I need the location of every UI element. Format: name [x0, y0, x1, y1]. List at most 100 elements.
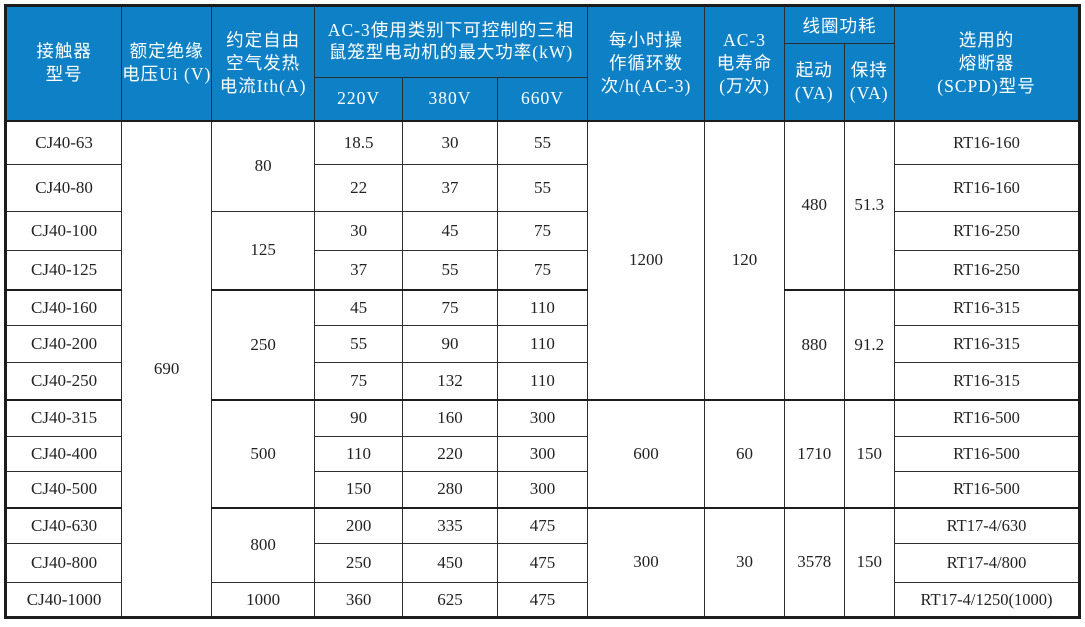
fuse-cell: RT17-4/1250(1000): [894, 582, 1080, 618]
power-380-cell: 132: [402, 362, 498, 400]
power-660-cell: 300: [496, 471, 588, 508]
model-cell: CJ40-200: [4, 325, 123, 363]
table-row: CJ40-400 110 220 300 RT16-500: [4, 436, 1080, 472]
header-electrical-life-line: (万次): [719, 75, 770, 96]
power-220-cell: 18.5: [314, 119, 404, 165]
header-kw-group-line: 鼠笼型电动机的最大功率(kW): [328, 42, 574, 62]
ith-cell: 500: [211, 398, 316, 508]
header-fuse-line: 选用的: [958, 29, 1015, 50]
header-kw-group-line: AC-3使用类别下可控制的三相: [327, 20, 575, 41]
coil-start-cell: 3578: [783, 506, 845, 618]
power-220-cell: 200: [314, 506, 404, 544]
power-660-cell: 110: [496, 325, 588, 363]
table-row: CJ40-500 150 280 300 RT16-500: [4, 471, 1080, 508]
cycles-cell: 600: [586, 398, 706, 508]
power-220-cell: 22: [314, 164, 404, 212]
header-cycles-line: 作循环数: [609, 52, 684, 73]
coil-hold-cell: 51.3: [843, 119, 896, 290]
fuse-cell: RT16-500: [894, 398, 1080, 437]
header-cycles-line: 次/h(AC-3): [600, 75, 692, 96]
cycles-cell: 1200: [586, 119, 706, 400]
coil-start-cell: 1710: [783, 398, 845, 508]
power-380-cell: 335: [402, 506, 498, 544]
header-220v: 220V: [314, 77, 404, 121]
voltage-cell: 690: [121, 119, 213, 618]
power-660-cell: 55: [496, 164, 588, 212]
table-row: CJ40-315 500 90 160 300 600 60 1710 150 …: [4, 398, 1080, 508]
power-380-cell: 160: [402, 398, 498, 437]
fuse-cell: RT16-315: [894, 362, 1080, 400]
power-220-cell: 360: [314, 582, 404, 618]
table-row: CJ40-250 75 132 110 RT16-315: [4, 362, 1080, 400]
fuse-cell: RT16-500: [894, 436, 1080, 472]
life-cell: 120: [704, 119, 785, 400]
table-row: CJ40-630 800 200 335 475 300 30 3578 150…: [4, 506, 1080, 618]
model-cell: CJ40-400: [4, 436, 123, 472]
coil-hold-cell: 150: [843, 398, 896, 508]
header-kw-group: AC-3使用类别下可控制的三相 鼠笼型电动机的最大功率(kW): [314, 5, 588, 78]
power-660-cell: 55: [496, 119, 588, 165]
power-220-cell: 30: [314, 211, 404, 251]
table-row: CJ40-80 22 37 55 RT16-160: [4, 164, 1080, 212]
power-660-cell: 475: [496, 582, 588, 618]
power-220-cell: 45: [314, 288, 404, 326]
ith-cell: 80: [211, 119, 316, 212]
power-220-cell: 90: [314, 398, 404, 437]
power-220-cell: 150: [314, 471, 404, 508]
header-fuse-line: (SCPD)型号: [937, 75, 1036, 96]
model-cell: CJ40-315: [4, 398, 123, 437]
power-380-cell: 55: [402, 250, 498, 290]
table-row: CJ40-63 690 80 18.5 30 55 1200 120 480 5…: [4, 119, 1080, 618]
table-row: CJ40-125 37 55 75 RT16-250: [4, 250, 1080, 290]
header-coil-power-group: 线圈功耗: [783, 5, 896, 44]
model-cell: CJ40-63: [4, 119, 123, 165]
header-model-line: 型号: [45, 64, 83, 85]
model-cell: CJ40-250: [4, 362, 123, 400]
power-380-cell: 75: [402, 288, 498, 326]
power-220-cell: 55: [314, 325, 404, 363]
power-660-cell: 475: [496, 543, 588, 583]
model-cell: CJ40-160: [4, 288, 123, 326]
header-model-line: 接触器: [36, 41, 92, 62]
fuse-cell: RT16-250: [894, 211, 1080, 251]
model-cell: CJ40-125: [4, 250, 123, 290]
header-cycles: 每小时操 作循环数 次/h(AC-3): [586, 5, 706, 121]
power-660-cell: 75: [496, 211, 588, 251]
header-coil-hold: 保持 (VA): [843, 43, 896, 121]
header-coil-hold-line: (VA): [849, 82, 889, 103]
fuse-cell: RT16-160: [894, 164, 1080, 212]
header-electrical-life: AC-3 电寿命 (万次): [704, 5, 785, 121]
table-row: CJ40-800 250 450 475 RT17-4/800: [4, 543, 1080, 583]
fuse-cell: RT17-4/630: [894, 506, 1080, 544]
power-660-cell: 300: [496, 436, 588, 472]
power-380-cell: 37: [402, 164, 498, 212]
fuse-cell: RT16-500: [894, 471, 1080, 508]
contactor-spec-table: 接触器 型号 额定绝缘 电压Ui (V) 约定自由 空气发热 电流Ith(A) …: [4, 4, 1081, 619]
header-rated-voltage: 额定绝缘 电压Ui (V): [121, 5, 213, 121]
header-model: 接触器 型号: [4, 5, 123, 121]
fuse-cell: RT16-315: [894, 325, 1080, 363]
header-coil-hold-line: 保持: [850, 59, 888, 80]
header-thermal-current: 约定自由 空气发热 电流Ith(A): [211, 5, 316, 121]
header-thermal-current-line: 约定自由: [226, 29, 301, 50]
power-660-cell: 300: [496, 398, 588, 437]
header-380v: 380V: [402, 77, 498, 121]
power-220-cell: 250: [314, 543, 404, 583]
ith-cell: 250: [211, 288, 316, 400]
ith-cell: 1000: [211, 582, 316, 618]
power-220-cell: 37: [314, 250, 404, 290]
power-380-cell: 625: [402, 582, 498, 618]
power-380-cell: 450: [402, 543, 498, 583]
life-cell: 60: [704, 398, 785, 508]
power-660-cell: 110: [496, 362, 588, 400]
cycles-cell: 300: [586, 506, 706, 618]
header-660v: 660V: [496, 77, 588, 121]
power-220-cell: 110: [314, 436, 404, 472]
fuse-cell: RT17-4/800: [894, 543, 1080, 583]
table-row: CJ40-1000 1000 360 625 475 RT17-4/1250(1…: [4, 582, 1080, 618]
header-rated-voltage-line: 额定绝缘: [129, 41, 204, 62]
power-660-cell: 75: [496, 250, 588, 290]
header-coil-start-line: (VA): [794, 82, 834, 103]
fuse-cell: RT16-315: [894, 288, 1080, 326]
coil-hold-cell: 150: [843, 506, 896, 618]
